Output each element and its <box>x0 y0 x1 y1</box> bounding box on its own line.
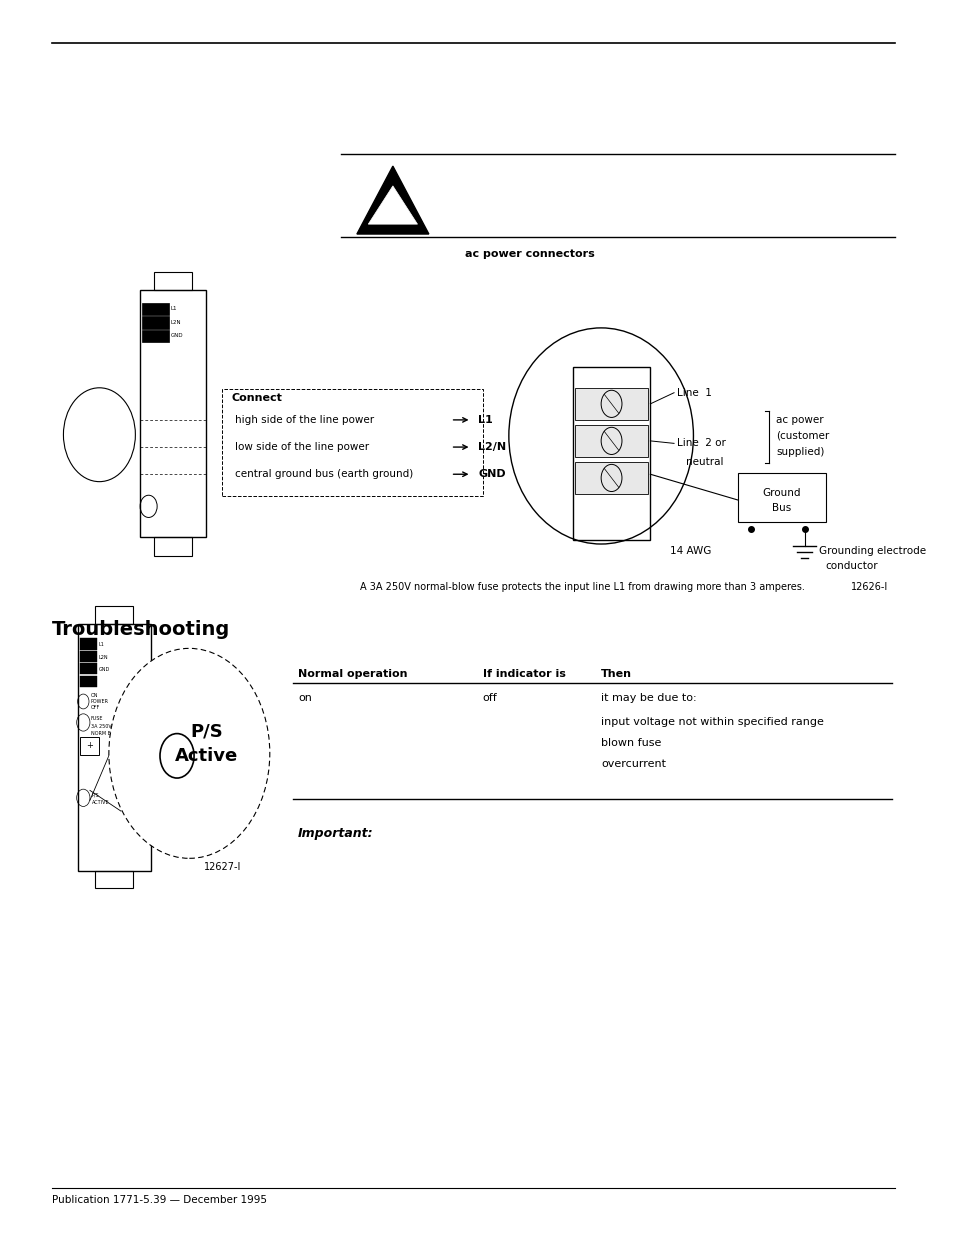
Text: +: + <box>87 741 93 751</box>
Text: P/S: P/S <box>190 722 222 740</box>
Text: GND: GND <box>477 469 505 479</box>
Circle shape <box>109 648 270 858</box>
Text: Grounding electrode: Grounding electrode <box>818 546 925 556</box>
Text: on: on <box>298 693 312 703</box>
Text: (customer: (customer <box>776 431 829 441</box>
Text: off: off <box>482 693 497 703</box>
Text: ON: ON <box>91 693 98 698</box>
Polygon shape <box>356 167 429 235</box>
Text: FUSE: FUSE <box>91 716 103 721</box>
Text: Line  1: Line 1 <box>677 388 711 398</box>
Bar <box>222 389 482 496</box>
Text: GND: GND <box>171 333 183 338</box>
Bar <box>94 871 132 888</box>
Text: 12627-I: 12627-I <box>203 862 241 872</box>
Text: central ground bus (earth ground): central ground bus (earth ground) <box>234 469 413 479</box>
Text: If indicator is: If indicator is <box>482 669 565 679</box>
Text: A 3A 250V normal-blow fuse protects the input line L1 from drawing more than 3 a: A 3A 250V normal-blow fuse protects the … <box>359 582 803 592</box>
Text: POWER: POWER <box>91 699 109 704</box>
Bar <box>94 606 132 624</box>
Text: low side of the line power: low side of the line power <box>234 442 369 452</box>
Text: 14 AWG: 14 AWG <box>670 546 711 556</box>
Text: Troubleshooting: Troubleshooting <box>52 620 230 640</box>
Text: Normal operation: Normal operation <box>298 669 407 679</box>
Text: it may be due to:: it may be due to: <box>600 693 696 703</box>
Text: input voltage not within specified range: input voltage not within specified range <box>600 718 823 727</box>
Text: overcurrent: overcurrent <box>600 760 665 769</box>
Text: OFF: OFF <box>91 705 100 710</box>
Bar <box>154 537 192 556</box>
Text: high side of the line power: high side of the line power <box>234 415 374 425</box>
Bar <box>142 303 169 315</box>
Bar <box>79 663 96 674</box>
Bar <box>574 425 648 457</box>
Text: L1: L1 <box>98 642 104 647</box>
Bar <box>140 290 206 537</box>
Text: L2N: L2N <box>98 655 108 659</box>
Text: L2/N: L2/N <box>477 442 506 452</box>
Bar <box>142 330 169 342</box>
Polygon shape <box>368 186 417 225</box>
Text: Bus: Bus <box>772 503 791 513</box>
Text: GND: GND <box>98 667 110 672</box>
Text: ac power connectors: ac power connectors <box>465 249 595 259</box>
Text: Line  2 or: Line 2 or <box>677 438 725 448</box>
Text: blown fuse: blown fuse <box>600 739 660 748</box>
Bar <box>79 676 96 687</box>
Bar <box>572 367 650 540</box>
Bar <box>80 737 99 755</box>
Text: ac power: ac power <box>776 415 823 425</box>
Text: conductor: conductor <box>824 561 877 571</box>
Bar <box>79 651 96 662</box>
Bar <box>154 272 192 290</box>
Text: ACTIVE: ACTIVE <box>91 800 110 805</box>
Bar <box>738 473 824 522</box>
Text: Important:: Important: <box>298 827 374 840</box>
Text: L1: L1 <box>477 415 493 425</box>
Bar <box>142 316 169 329</box>
Text: L1: L1 <box>171 306 176 311</box>
Text: L2N: L2N <box>171 320 181 325</box>
Text: supplied): supplied) <box>776 447 823 457</box>
Text: Connect: Connect <box>232 393 282 403</box>
Bar <box>574 462 648 494</box>
Text: NORM BLOW: NORM BLOW <box>91 731 122 736</box>
Bar <box>77 624 151 871</box>
Bar <box>574 388 648 420</box>
Text: 12626-I: 12626-I <box>850 582 887 592</box>
Text: P/S: P/S <box>91 793 99 798</box>
Text: 3A 250V: 3A 250V <box>91 724 112 729</box>
Text: Ground: Ground <box>761 488 801 498</box>
Bar <box>79 638 96 650</box>
Text: Active: Active <box>174 747 237 764</box>
Text: Then: Then <box>600 669 632 679</box>
Text: neutral: neutral <box>685 457 723 467</box>
Text: Publication 1771-5.39 — December 1995: Publication 1771-5.39 — December 1995 <box>52 1195 267 1205</box>
